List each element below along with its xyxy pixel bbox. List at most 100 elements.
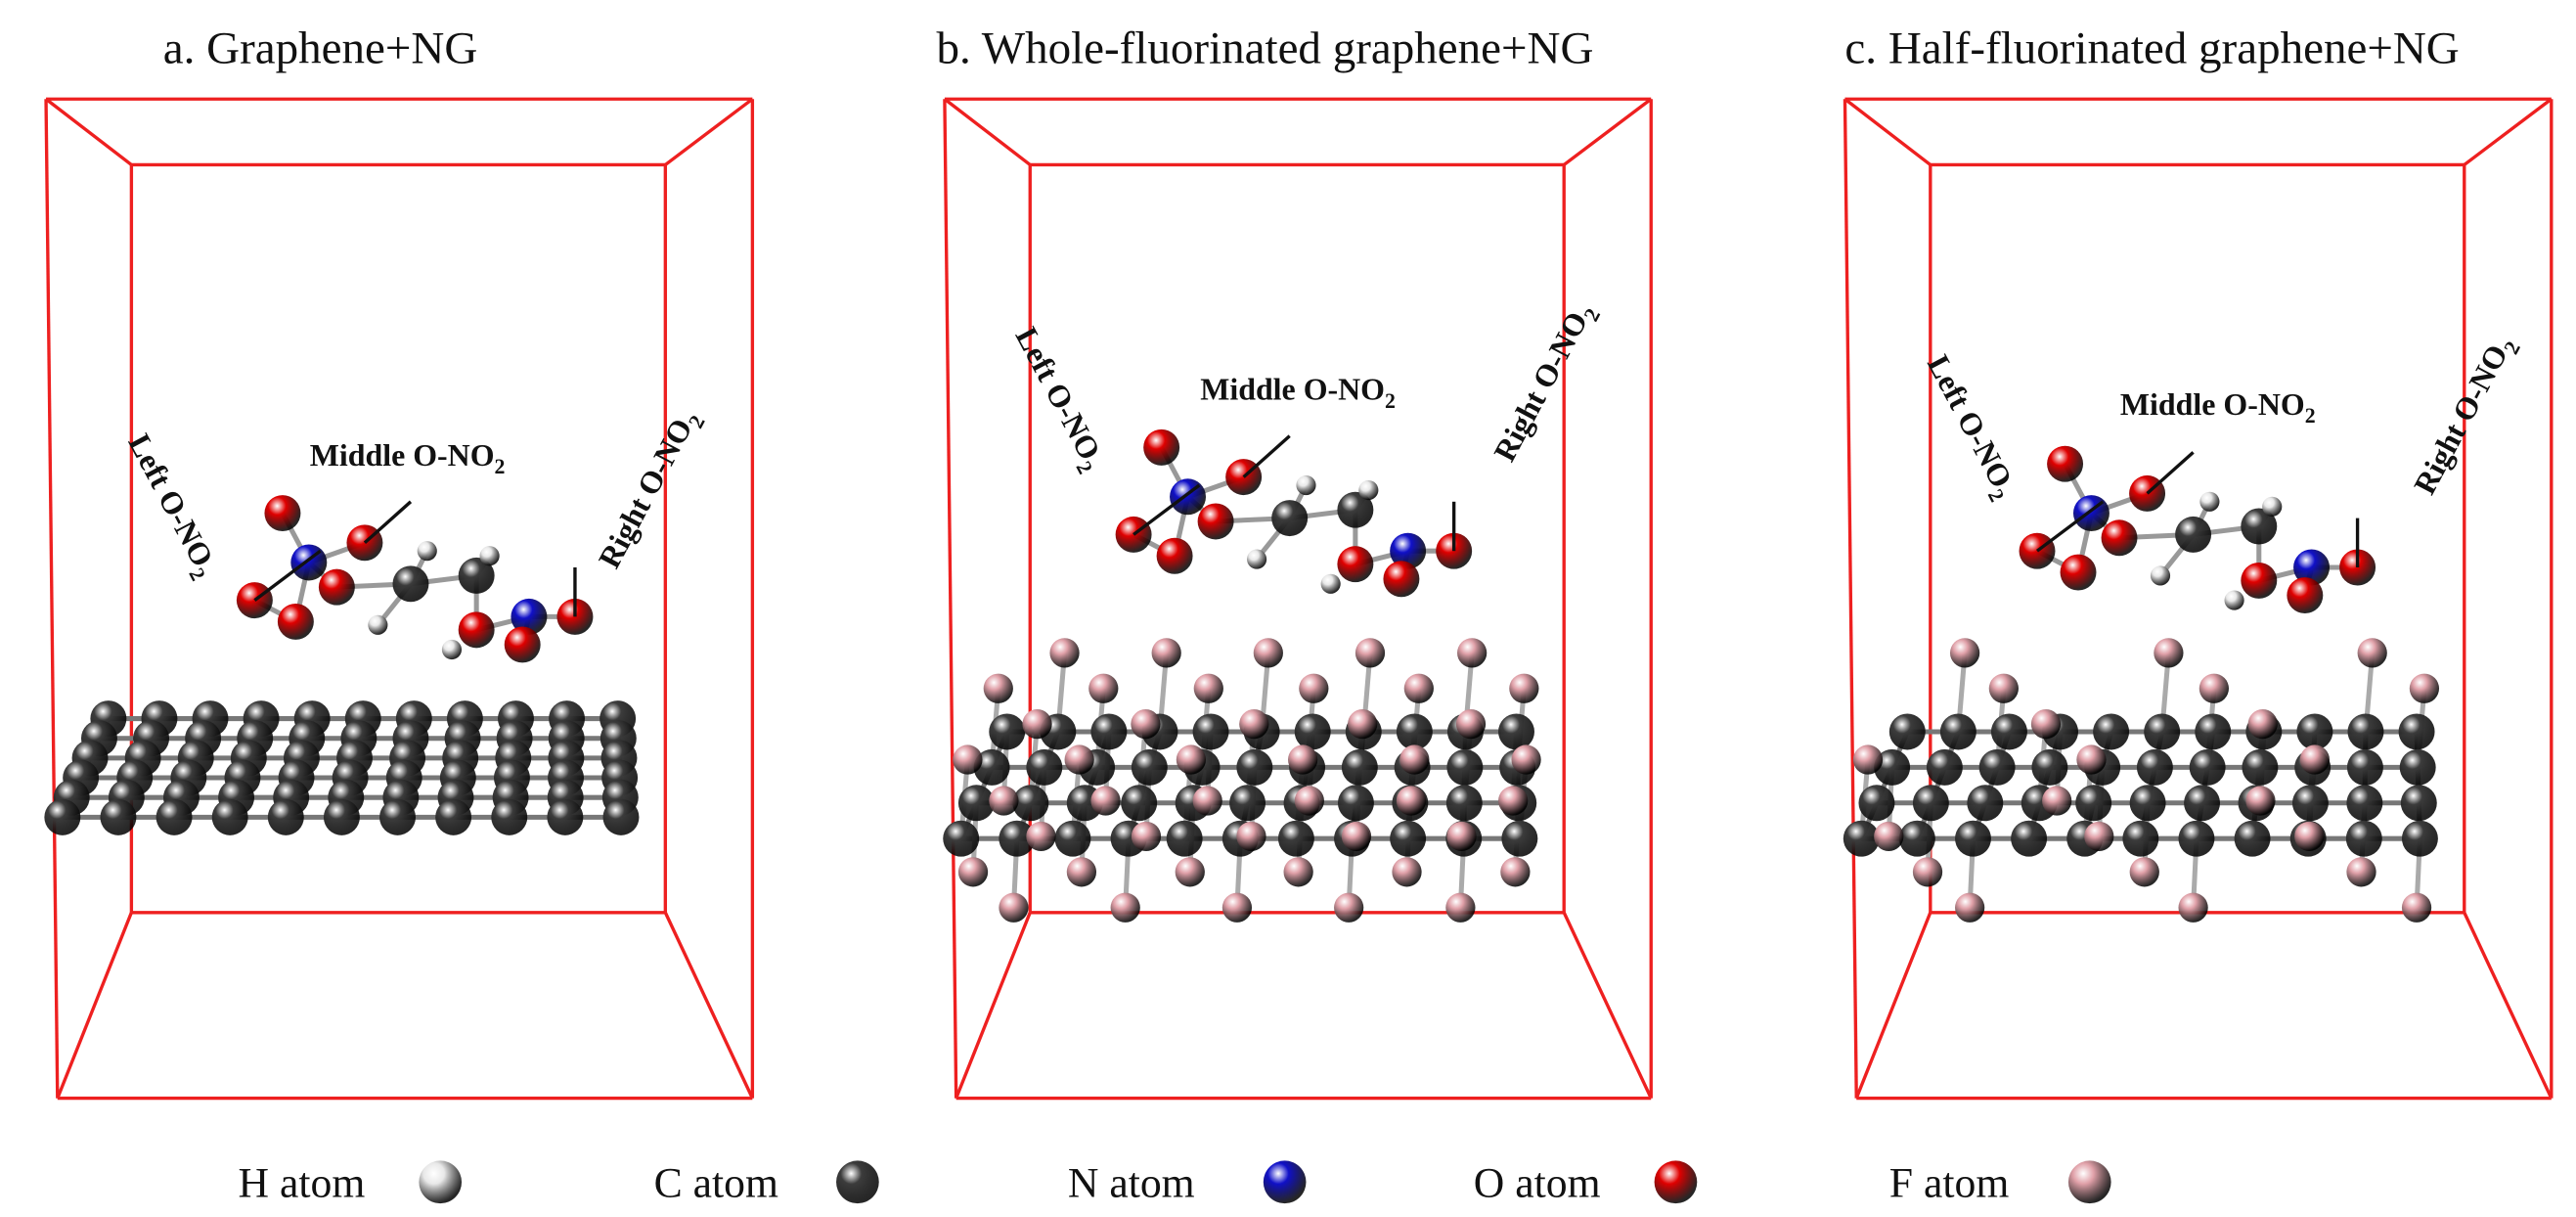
atom <box>479 546 500 566</box>
atom <box>953 744 983 775</box>
atom <box>957 857 989 887</box>
atom <box>1912 785 1949 822</box>
legend-label: N atom <box>1068 1159 1195 1206</box>
box-edge <box>2463 97 2553 166</box>
leader-line <box>1133 483 1201 536</box>
atom <box>1193 673 1223 703</box>
atom <box>1176 744 1207 775</box>
label-text: Middle O-NO <box>310 438 495 473</box>
legend-label: F atom <box>1889 1159 2010 1206</box>
atom <box>1299 673 1329 703</box>
atom <box>1022 709 1052 740</box>
atom <box>1239 709 1269 740</box>
atom <box>943 820 980 857</box>
atom <box>1049 638 1080 668</box>
atom-label: Middle O-NO2 <box>1200 373 1396 413</box>
atom <box>2401 820 2438 857</box>
box-edge <box>2463 912 2554 1100</box>
atom <box>1064 744 1094 775</box>
atom <box>1445 785 1483 822</box>
leader-line <box>2146 451 2195 495</box>
atom <box>2031 748 2068 786</box>
atom <box>2101 519 2138 557</box>
legend-swatch <box>1263 1160 1307 1204</box>
atom <box>2122 820 2159 857</box>
atom <box>2294 821 2325 852</box>
atom <box>1277 820 1314 857</box>
atom <box>1396 713 1433 750</box>
atom <box>1026 748 1063 786</box>
atom <box>2401 892 2432 923</box>
atom <box>1990 713 2027 750</box>
label-text: Middle O-NO <box>2120 387 2305 422</box>
box-edge <box>44 99 60 1099</box>
atom <box>435 798 472 835</box>
leader-line <box>1242 434 1291 478</box>
atom <box>1498 713 1534 750</box>
atom <box>1457 638 1488 668</box>
atom <box>2011 820 2048 857</box>
atom <box>458 557 495 594</box>
atom <box>2345 820 2382 857</box>
atom <box>1978 748 2016 786</box>
atom <box>1955 820 1991 857</box>
atom <box>2262 496 2283 517</box>
atom <box>2346 785 2383 822</box>
atom <box>1500 857 1531 887</box>
atom <box>2224 590 2244 610</box>
atom <box>2245 786 2276 816</box>
atom <box>379 798 417 835</box>
atom-label: Middle O-NO2 <box>310 438 506 478</box>
legend-swatch <box>419 1160 463 1204</box>
atom <box>1197 503 1234 540</box>
atom <box>2178 820 2215 857</box>
box-edge <box>943 99 958 1099</box>
atom <box>1110 892 1140 923</box>
panel-title: c. Half-fluorinated graphene+NG <box>1844 23 2459 73</box>
atom <box>2084 821 2114 852</box>
atom <box>1236 748 1273 786</box>
atom <box>1988 673 2019 703</box>
legend-label: O atom <box>1474 1159 1601 1206</box>
atom <box>1156 537 1193 574</box>
label-text: Left O-NO <box>1009 322 1107 466</box>
atom <box>1236 821 1266 852</box>
atom <box>1445 892 1476 923</box>
box-edge <box>663 912 754 1100</box>
atom <box>2247 709 2278 740</box>
atom <box>1403 673 1434 703</box>
atom <box>2076 744 2107 775</box>
atom <box>983 673 1013 703</box>
atom <box>1967 785 2004 822</box>
atom <box>1888 713 1926 750</box>
legend-swatch <box>2067 1160 2111 1204</box>
atom <box>1358 479 1379 501</box>
atom <box>2241 508 2278 545</box>
atom <box>277 603 314 640</box>
atom <box>1294 786 1324 816</box>
atom <box>2346 748 2383 786</box>
atom <box>1852 744 1884 775</box>
atom <box>504 626 541 663</box>
atom <box>1166 820 1203 857</box>
atom <box>1175 857 1205 887</box>
atom <box>1143 428 1180 466</box>
atom <box>1399 744 1430 775</box>
atom <box>1392 857 1422 887</box>
atom <box>2291 785 2329 822</box>
atom <box>2195 713 2232 750</box>
atom <box>2400 785 2437 822</box>
label-subscript: 2 <box>495 455 506 478</box>
atom <box>1320 573 1341 594</box>
atom <box>2060 554 2097 591</box>
atom <box>2296 713 2333 750</box>
label-text: Left O-NO <box>122 428 220 572</box>
atom <box>1088 673 1119 703</box>
atom <box>1898 820 1935 857</box>
atom <box>1498 786 1529 816</box>
atom <box>2072 495 2110 532</box>
atom <box>989 786 1019 816</box>
atom <box>1294 713 1331 750</box>
